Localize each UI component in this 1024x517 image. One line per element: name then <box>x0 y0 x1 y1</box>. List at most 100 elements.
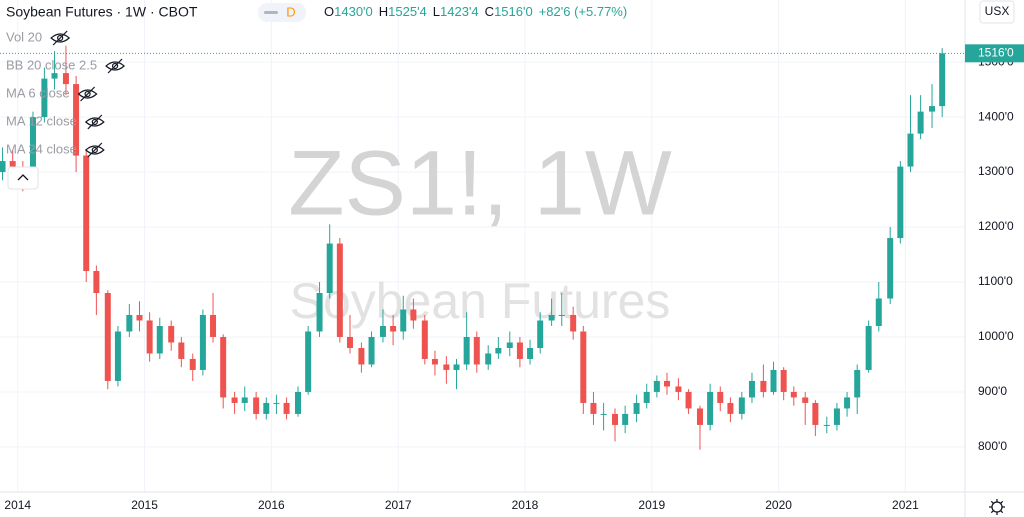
pupil <box>57 34 64 42</box>
candle-body <box>823 424 830 426</box>
watermark-subtitle: Soybean Futures <box>290 273 671 329</box>
candle-body <box>527 347 534 359</box>
currency-button[interactable] <box>979 0 1015 24</box>
indicator-label: MA 24 close <box>6 141 77 156</box>
y-tick-label: 1000'0 <box>978 329 1014 343</box>
candle-body <box>273 402 280 404</box>
candle-body <box>358 347 365 365</box>
x-tick-label: 2018 <box>512 498 539 512</box>
pupil <box>111 62 119 70</box>
candle-body <box>253 397 260 414</box>
candle-body <box>443 364 450 370</box>
candle-body <box>73 84 80 156</box>
candle-body <box>93 271 100 294</box>
pupil <box>91 146 98 154</box>
legend-value: 1525'4 <box>388 4 427 19</box>
candle-body <box>178 342 185 359</box>
slash <box>107 58 123 74</box>
candle-body <box>305 331 312 392</box>
settings-icon[interactable] <box>989 499 1005 515</box>
hidden-eye-icon[interactable] <box>105 58 125 74</box>
candle-body <box>570 314 577 332</box>
candle-body <box>126 314 133 332</box>
hidden-eye-icon[interactable] <box>84 114 105 130</box>
badge-dash <box>264 11 278 14</box>
candle-body <box>51 73 58 79</box>
x-tick-label: 2019 <box>638 498 665 512</box>
indicator-label: MA 12 close <box>6 113 77 128</box>
candle-body <box>506 342 513 348</box>
plot <box>0 45 965 450</box>
hidden-eye-icon[interactable] <box>77 86 98 102</box>
candle-body <box>580 331 587 403</box>
candle-body <box>917 111 924 134</box>
candle-body <box>231 397 238 403</box>
candle-body <box>790 391 797 398</box>
candle-body <box>473 336 480 365</box>
candle-body <box>463 336 470 365</box>
candle-body <box>410 309 417 321</box>
candle-body <box>887 238 894 299</box>
candle-body <box>633 402 640 414</box>
candle-body <box>336 243 343 337</box>
candle-body <box>907 133 914 167</box>
candle-body <box>685 391 692 409</box>
y-tick-label: 800'0 <box>978 439 1007 453</box>
candle-body <box>368 336 375 365</box>
candle-body <box>104 293 111 381</box>
candle-body <box>62 73 69 85</box>
candle-body <box>421 320 428 359</box>
candle-body <box>707 391 714 425</box>
candle-body <box>41 78 48 118</box>
candle-body <box>653 380 660 392</box>
hidden-eye-icon[interactable] <box>84 142 105 158</box>
candle-body <box>612 413 619 425</box>
legend-key: H <box>379 4 388 19</box>
candle-body <box>83 155 90 272</box>
candle-body <box>495 347 502 354</box>
candle-body <box>29 117 36 178</box>
candle-body <box>146 320 153 354</box>
candle-body <box>929 106 936 112</box>
candle-body <box>326 243 333 294</box>
legend-key: C <box>485 4 494 19</box>
candle-body <box>939 53 946 107</box>
legend-key: O <box>324 4 334 19</box>
collapse-button[interactable] <box>7 166 39 190</box>
slash <box>52 30 68 46</box>
candle-body <box>0 161 6 173</box>
x-tick-label: 2017 <box>385 498 412 512</box>
badge-pill[interactable] <box>258 3 306 22</box>
y-tick-label: 1200'0 <box>978 219 1014 233</box>
hidden-eye-icon[interactable] <box>50 30 71 46</box>
candle-body <box>189 358 196 370</box>
candle-body <box>643 391 650 403</box>
last-price-label: 1516'0 <box>978 45 1014 59</box>
candle-body <box>833 408 840 425</box>
legend-value: 1423'4 <box>440 4 479 19</box>
indicator-label: Vol 20 <box>6 29 42 44</box>
y-tick-label: 900'0 <box>978 384 1007 398</box>
candle-body <box>199 314 206 370</box>
pupil <box>91 118 98 126</box>
currency: USX <box>985 4 1010 18</box>
candle-body <box>696 408 703 425</box>
y-tick-label: 1300'0 <box>978 164 1014 178</box>
last-price-box <box>965 44 1024 63</box>
legend-change: +82'6 (+5.77%) <box>539 4 628 19</box>
candle-body <box>316 293 323 332</box>
candle-body <box>379 325 386 337</box>
candle-body <box>537 320 544 348</box>
chart-title: Soybean Futures · 1W · CBOT <box>6 4 198 20</box>
candle-body <box>283 402 290 414</box>
candle-body <box>263 402 270 414</box>
background <box>0 0 965 492</box>
candle-body <box>453 364 460 370</box>
candle-body <box>748 380 755 398</box>
x-tick-label: 2016 <box>258 498 285 512</box>
legend-key: L <box>433 4 440 19</box>
candle-body <box>9 161 16 167</box>
candle-body <box>136 314 143 321</box>
candle-body <box>802 397 809 403</box>
